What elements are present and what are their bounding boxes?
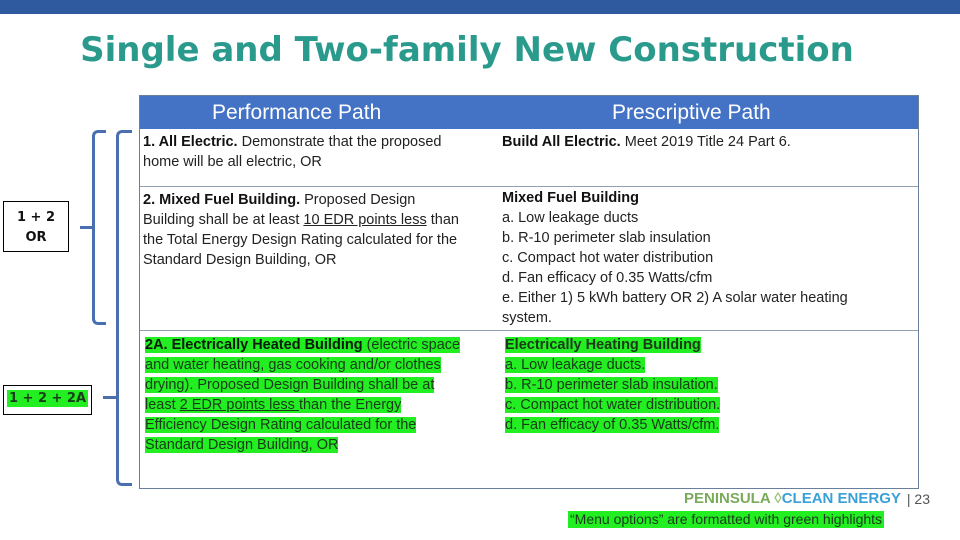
prescriptive-cell: Electrically Heating Building a. Low leak… [505, 337, 721, 433]
page-number: | 23 [906, 491, 930, 507]
peninsula-clean-energy-logo: PENINSULA ◊CLEAN ENERGY [683, 490, 901, 507]
table-header: Performance Path Prescriptive Path [140, 96, 918, 129]
performance-cell: 1. All Electric. Demonstrate that the pr… [143, 134, 442, 170]
prescriptive-cell: Mixed Fuel Building a. Low leakage ducts b… [502, 190, 848, 326]
page-title: Single and Two-family New Construction [80, 30, 854, 70]
option2-label: 1 + 2 + 2A [3, 385, 92, 415]
top-bar [0, 0, 960, 14]
bracket-tick [103, 396, 117, 399]
footnote: “Menu options” are formatted with green … [568, 511, 885, 528]
bracket-option1 [92, 130, 106, 325]
prescriptive-cell: Build All Electric. Meet 2019 Title 24 P… [502, 134, 791, 150]
option1-label: 1 + 2 OR [3, 201, 69, 252]
header-prescriptive-path: Prescriptive Path [612, 101, 771, 124]
bracket-tick [80, 226, 93, 229]
table-row: 2A. Electrically Heated Building (electr… [140, 331, 918, 489]
comparison-table: Performance Path Prescriptive Path 1. Al… [139, 95, 919, 489]
performance-cell: 2. Mixed Fuel Building. Proposed Design B… [143, 192, 459, 268]
performance-cell: 2A. Electrically Heated Building (electr… [145, 337, 461, 453]
header-performance-path: Performance Path [212, 101, 382, 124]
table-row: 2. Mixed Fuel Building. Proposed Design B… [140, 187, 918, 331]
bracket-option2 [116, 130, 132, 486]
footer-row: PENINSULA ◊CLEAN ENERGY | 23 [684, 490, 930, 508]
table-row: 1. All Electric. Demonstrate that the pr… [140, 129, 918, 187]
